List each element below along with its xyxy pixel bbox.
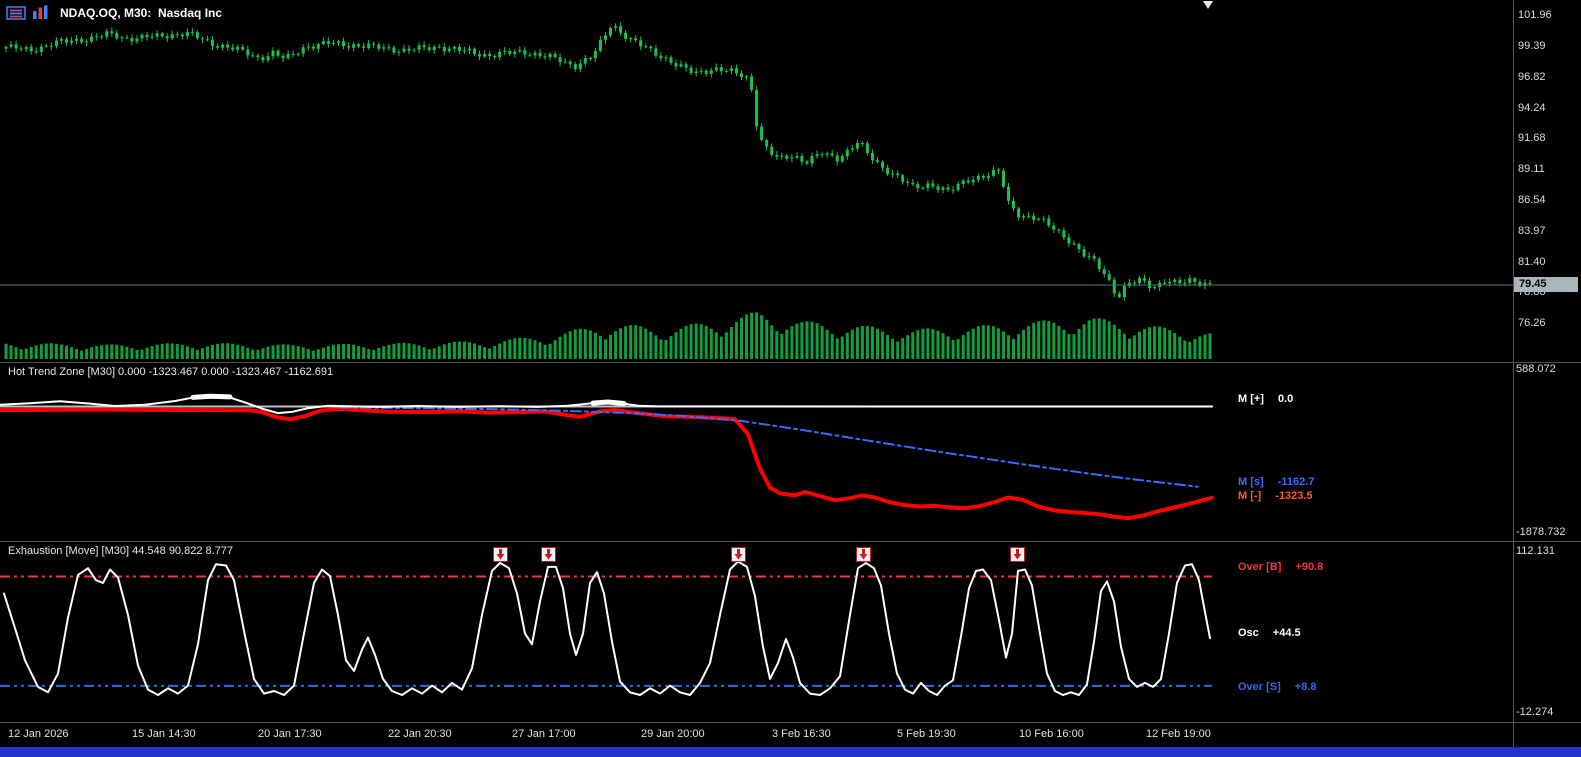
volume-bars xyxy=(4,312,1212,359)
scale-label: 588.072 xyxy=(1516,363,1556,375)
pane-separator[interactable] xyxy=(0,541,1581,542)
pane-separator[interactable] xyxy=(0,362,1581,363)
hot-trend-zone-plot[interactable] xyxy=(0,363,1513,541)
sell-arrow-icon[interactable] xyxy=(541,547,556,562)
osc-line xyxy=(3,560,1211,696)
scale-label: -1878.732 xyxy=(1516,526,1566,538)
price-tick: 83.97 xyxy=(1518,224,1546,237)
current-price-tag: 79.45 xyxy=(1514,277,1578,292)
pane-separator xyxy=(0,722,1581,723)
indicator-value-label: M [+] 0.0 xyxy=(1238,393,1293,405)
indicator-value-label: Osc +44.5 xyxy=(1238,627,1301,639)
time-label: 3 Feb 16:30 xyxy=(772,728,831,740)
sell-arrow-icon[interactable] xyxy=(856,547,871,562)
quotes-list-icon[interactable] xyxy=(6,5,26,20)
sell-arrow-icon[interactable] xyxy=(493,547,508,562)
m-main-line xyxy=(0,406,1214,521)
exhaustion-plot[interactable] xyxy=(0,542,1513,722)
indicator-label-text: Osc xyxy=(1238,627,1259,639)
indicator-label-text: M [-] xyxy=(1238,490,1262,502)
scroll-marker-icon[interactable] xyxy=(1203,1,1213,9)
time-axis[interactable]: 12 Jan 2026 15 Jan 14:30 20 Jan 17:30 22 Ja… xyxy=(0,723,1513,746)
scale-label: -12.274 xyxy=(1516,706,1554,718)
price-axis-separator xyxy=(1513,0,1514,747)
bar-chart-icon[interactable] xyxy=(32,5,50,20)
indicator-value-label: M [-] -1323.5 xyxy=(1238,490,1313,502)
time-label: 27 Jan 17:00 xyxy=(512,728,576,740)
price-tick: 99.39 xyxy=(1518,39,1546,52)
indicator-label-text: Over [B] xyxy=(1238,561,1282,573)
time-label: 12 Jan 2026 xyxy=(8,728,69,740)
time-label: 29 Jan 20:00 xyxy=(641,728,705,740)
indicator-value-label: M [s] -1162.7 xyxy=(1238,476,1314,488)
indicator-value-label: Over [B] +90.8 xyxy=(1238,561,1323,573)
time-label: 12 Feb 19:00 xyxy=(1146,728,1211,740)
time-label: 5 Feb 19:30 xyxy=(897,728,956,740)
indicator-label-value: +8.8 xyxy=(1294,681,1317,693)
indicator-label-value: -1323.5 xyxy=(1275,490,1313,502)
price-tick: 81.40 xyxy=(1518,255,1546,268)
m-fast-blob2 xyxy=(590,399,627,406)
price-axis[interactable]: 101.96 99.39 96.82 94.24 91.68 89.11 86.54 83.9… xyxy=(1513,0,1581,747)
indicator-label-text: Over [S] xyxy=(1238,681,1281,693)
candle-wicks xyxy=(5,22,1211,301)
indicator-label-text: M [s] xyxy=(1238,476,1264,488)
m-fast-blob1 xyxy=(190,393,233,400)
m-slow-line xyxy=(339,406,1199,488)
time-label: 20 Jan 17:30 xyxy=(258,728,322,740)
ind2-title: Exhaustion [Move] [M30] 44.548 90.822 8.… xyxy=(8,545,234,557)
chart-header: NDAQ.OQ, M30: Nasdaq Inc xyxy=(6,5,222,20)
time-label: 22 Jan 20:30 xyxy=(388,728,452,740)
price-tick: 96.82 xyxy=(1518,70,1546,83)
window-bottom-border xyxy=(0,747,1581,757)
price-tick: 86.54 xyxy=(1518,193,1546,206)
ind1-title: Hot Trend Zone [M30] 0.000 -1323.467 0.0… xyxy=(8,366,334,378)
price-tick: 76.26 xyxy=(1518,317,1546,330)
candlestick-plot[interactable] xyxy=(0,0,1513,362)
price-tick: 89.11 xyxy=(1518,163,1545,176)
price-tick: 101.96 xyxy=(1518,8,1552,21)
indicator-label-value: +90.8 xyxy=(1295,561,1324,573)
price-tick: 91.68 xyxy=(1518,132,1546,145)
indicator-label-text: M [+] xyxy=(1238,393,1264,405)
scale-label: 112.131 xyxy=(1516,545,1555,557)
sell-arrow-icon[interactable] xyxy=(731,547,746,562)
indicator-label-value: 0.0 xyxy=(1277,393,1294,405)
time-label: 10 Feb 16:00 xyxy=(1019,728,1084,740)
price-tick: 94.24 xyxy=(1518,101,1546,114)
indicator-label-value: +44.5 xyxy=(1272,627,1301,639)
indicator-label-value: -1162.7 xyxy=(1277,476,1315,488)
indicator-value-label: Over [S] +8.8 xyxy=(1238,681,1317,693)
chart-title: NDAQ.OQ, M30: Nasdaq Inc xyxy=(60,5,223,20)
time-label: 15 Jan 14:30 xyxy=(132,728,196,740)
sell-arrow-icon[interactable] xyxy=(1010,547,1025,562)
candle-bodies xyxy=(4,26,1212,298)
